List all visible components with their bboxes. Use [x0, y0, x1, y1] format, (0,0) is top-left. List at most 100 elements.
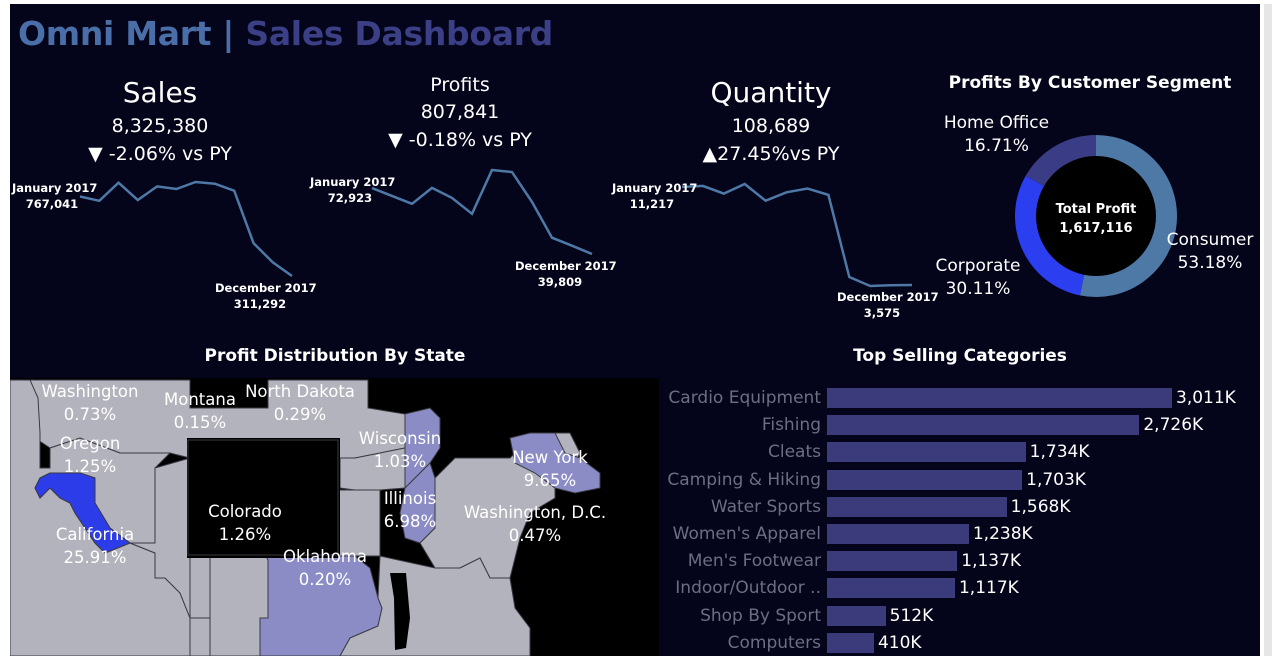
state-arizona-south[interactable]: [189, 617, 211, 656]
kpi-sales-value: 8,325,380: [111, 115, 209, 137]
dashboard: Omni Mart | Sales Dashboard Sales 8,325,…: [10, 4, 1260, 656]
state-pct: 0.29%: [273, 405, 327, 424]
profits-start-value: 72,923: [327, 191, 373, 205]
dashboard-title: Omni Mart | Sales Dashboard: [18, 14, 553, 53]
state-new-york[interactable]: [509, 432, 601, 494]
top-categories-bar-chart: Cardio Equipment 3,011K Fishing 2,726K Cleat…: [660, 383, 1260, 653]
state-pct: 0.73%: [63, 405, 117, 424]
sales-start-value: 767,041: [25, 197, 79, 211]
bar[interactable]: [827, 388, 1172, 408]
profits-end-month: December 2017: [515, 259, 617, 273]
bar-category-label: Fishing: [761, 415, 821, 436]
segment-corporate-name: Corporate: [935, 256, 1021, 276]
state-label-washington: Washington 0.73%: [35, 380, 145, 426]
state-pct: 9.65%: [523, 471, 577, 490]
segment-home-office-label: Home Office 16.71%: [939, 112, 1054, 158]
bar[interactable]: [827, 605, 886, 626]
state-name: Washington, D.C.: [463, 503, 607, 522]
state-label-california: California 25.91%: [35, 523, 155, 569]
segment-corporate-label: Corporate 30.11%: [928, 255, 1028, 301]
bar-category-label: Camping & Hiking: [667, 469, 821, 490]
bar-value-label: 1,734K: [1029, 442, 1090, 463]
down-arrow-icon: ▼: [88, 143, 103, 165]
down-arrow-icon: ▼: [388, 129, 403, 151]
bar[interactable]: [827, 469, 1023, 490]
segment-consumer-label: Consumer 53.18%: [1160, 229, 1260, 275]
state-label-washington-dc: Washington, D.C. 0.47%: [455, 501, 615, 547]
bar-value-label: 1,568K: [1010, 496, 1071, 517]
state-pct: 6.98%: [383, 512, 437, 531]
quantity-trend-line: [681, 182, 913, 288]
state-region-south[interactable]: [339, 555, 531, 656]
state-label-north-dakota: North Dakota 0.29%: [235, 380, 365, 426]
state-california[interactable]: [34, 472, 132, 554]
brand-name: Omni Mart: [18, 14, 212, 53]
state-name: New York: [512, 448, 588, 467]
profits-trend-line: [371, 168, 593, 256]
sales-end-month: December 2017: [215, 281, 317, 295]
kpi-sparklines: [79, 168, 913, 288]
state-iowa[interactable]: [339, 447, 406, 491]
bar[interactable]: [827, 524, 969, 544]
segment-home-office-pct: 16.71%: [964, 136, 1029, 156]
state-label-oregon: Oregon 1.25%: [40, 432, 140, 478]
state-name: North Dakota: [245, 382, 355, 401]
title-separator: |: [222, 14, 235, 53]
bar-category-label: Shop By Sport: [700, 605, 821, 626]
bar[interactable]: [827, 551, 958, 572]
quantity-end-month: December 2017: [837, 290, 939, 304]
bar-value-label: 512K: [889, 605, 934, 626]
total-profit-value: 1,617,116: [1059, 221, 1133, 236]
segment-home-office-name: Home Office: [943, 113, 1050, 133]
state-name: Montana: [164, 390, 236, 409]
segment-corporate-pct: 30.11%: [945, 279, 1011, 299]
state-label-wisconsin: Wisconsin 1.03%: [345, 427, 455, 473]
quantity-start-month: January 2017: [612, 181, 698, 195]
bar-value-label: 1,117K: [958, 578, 1019, 599]
bar-category-label: Computers: [727, 632, 821, 653]
state-pct: 0.15%: [173, 413, 227, 432]
donut-hole: [1036, 156, 1156, 276]
quantity-start-value: 11,217: [629, 197, 675, 211]
segment-consumer-pct: 53.18%: [1177, 253, 1243, 273]
bar[interactable]: [827, 415, 1140, 436]
donut-center-label: Total Profit 1,617,116: [1036, 200, 1156, 238]
sales-trend-line: [79, 180, 293, 278]
state-pct: 1.25%: [63, 457, 117, 476]
up-arrow-icon: ▲: [702, 143, 718, 165]
vertical-scrollbar[interactable]: [1264, 4, 1272, 656]
kpi-profits-label: Profits: [430, 74, 490, 96]
map-title: Profit Distribution By State: [204, 346, 466, 366]
bar-value-label: 1,238K: [972, 524, 1033, 544]
bar-category-label: Women's Apparel: [672, 524, 821, 544]
kpi-quantity-label: Quantity: [710, 76, 832, 109]
state-name: Wisconsin: [358, 429, 442, 448]
bar-value-label: 410K: [877, 632, 922, 653]
quantity-end-value: 3,575: [863, 306, 901, 320]
state-pct: 0.47%: [508, 526, 562, 545]
state-profit-map[interactable]: Washington 0.73% Montana 0.15% North Dakot…: [10, 378, 659, 656]
profits-start-annotation: January 2017 72,923: [310, 174, 395, 206]
bar-category-label: Water Sports: [710, 496, 821, 517]
kpi-quantity-change: ▲27.45%vs PY: [681, 143, 861, 165]
kpi-sales-label: Sales: [122, 76, 198, 109]
bar[interactable]: [827, 442, 1026, 463]
bar[interactable]: [827, 578, 955, 599]
state-wisconsin[interactable]: [404, 407, 441, 490]
segment-donut-chart: [1015, 135, 1177, 297]
segment-chart-title: Profits By Customer Segment: [948, 73, 1232, 93]
state-name: Washington: [41, 382, 139, 401]
bar[interactable]: [827, 496, 1007, 517]
dashboard-subtitle: Sales Dashboard: [245, 14, 553, 53]
kpi-profits-value: 807,841: [420, 101, 500, 123]
bar[interactable]: [827, 632, 874, 653]
state-new-mexico[interactable]: [209, 545, 269, 656]
profits-end-annotation: December 2017 39,809: [515, 258, 617, 290]
segment-consumer-name: Consumer: [1166, 230, 1254, 250]
state-name: Colorado: [208, 502, 282, 521]
state-pct: 1.03%: [373, 452, 427, 471]
map-shapes: [10, 379, 601, 656]
state-name: Oregon: [59, 434, 121, 453]
profits-end-value: 39,809: [537, 275, 583, 289]
total-profit-label: Total Profit: [1055, 202, 1137, 217]
